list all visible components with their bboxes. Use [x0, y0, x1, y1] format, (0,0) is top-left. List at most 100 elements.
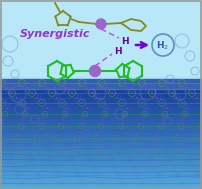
Circle shape	[191, 92, 193, 94]
Circle shape	[21, 82, 23, 84]
Circle shape	[61, 182, 63, 184]
Circle shape	[196, 97, 198, 99]
Circle shape	[11, 92, 13, 94]
Circle shape	[161, 182, 163, 184]
Circle shape	[162, 119, 164, 121]
Circle shape	[46, 87, 48, 89]
Text: H$_2$: H$_2$	[157, 39, 169, 52]
Bar	[0, 78, 202, 81]
Circle shape	[121, 182, 123, 184]
Circle shape	[186, 107, 188, 109]
Circle shape	[58, 151, 60, 153]
Bar	[0, 90, 202, 92]
Bar	[0, 127, 202, 130]
Circle shape	[176, 137, 178, 139]
Circle shape	[96, 137, 98, 139]
Circle shape	[178, 151, 180, 153]
Bar	[0, 149, 202, 152]
Circle shape	[118, 131, 120, 133]
Circle shape	[66, 107, 68, 109]
Bar	[0, 107, 202, 110]
Circle shape	[18, 131, 20, 133]
Circle shape	[91, 92, 93, 94]
Bar	[0, 92, 202, 94]
Circle shape	[167, 144, 169, 146]
Circle shape	[116, 137, 118, 139]
Bar	[0, 114, 202, 116]
Circle shape	[182, 119, 184, 121]
Circle shape	[58, 131, 60, 133]
Circle shape	[41, 82, 43, 84]
Circle shape	[186, 87, 188, 89]
Circle shape	[197, 174, 199, 176]
Circle shape	[171, 92, 173, 94]
Circle shape	[77, 174, 79, 176]
Circle shape	[113, 166, 115, 168]
Circle shape	[0, 125, 2, 127]
Circle shape	[118, 151, 120, 153]
Circle shape	[181, 82, 183, 84]
Circle shape	[38, 151, 40, 153]
Circle shape	[156, 137, 158, 139]
Bar	[0, 133, 202, 136]
Circle shape	[82, 119, 84, 121]
Circle shape	[147, 144, 149, 146]
Bar	[0, 164, 202, 167]
Circle shape	[86, 107, 88, 109]
Circle shape	[107, 144, 109, 146]
Bar	[0, 158, 202, 160]
Circle shape	[42, 119, 44, 121]
Bar	[0, 186, 202, 189]
Circle shape	[89, 66, 101, 77]
Bar	[0, 153, 202, 156]
Circle shape	[161, 102, 163, 104]
Circle shape	[198, 151, 200, 153]
Circle shape	[158, 151, 160, 153]
Bar	[0, 136, 202, 138]
Bar	[0, 85, 202, 88]
Circle shape	[166, 107, 168, 109]
Circle shape	[73, 166, 75, 168]
Bar	[0, 184, 202, 187]
Circle shape	[111, 92, 113, 94]
Circle shape	[1, 102, 3, 104]
Circle shape	[13, 166, 15, 168]
Bar	[0, 142, 202, 145]
Circle shape	[93, 166, 95, 168]
Circle shape	[69, 158, 71, 160]
Circle shape	[144, 113, 146, 115]
Circle shape	[87, 144, 89, 146]
Text: Synergistic: Synergistic	[20, 29, 90, 39]
Circle shape	[36, 137, 38, 139]
Circle shape	[81, 182, 83, 184]
Circle shape	[1, 82, 3, 84]
Circle shape	[141, 182, 143, 184]
Circle shape	[27, 144, 29, 146]
Bar	[0, 81, 202, 83]
Circle shape	[96, 19, 106, 29]
Circle shape	[38, 131, 40, 133]
Bar	[0, 151, 202, 154]
Circle shape	[158, 131, 160, 133]
Circle shape	[98, 151, 100, 153]
Circle shape	[121, 82, 123, 84]
Circle shape	[181, 182, 183, 184]
Circle shape	[67, 144, 69, 146]
Circle shape	[184, 113, 186, 115]
Circle shape	[109, 158, 111, 160]
Circle shape	[100, 125, 102, 127]
Circle shape	[129, 158, 131, 160]
Bar	[0, 180, 202, 182]
Circle shape	[124, 113, 126, 115]
Circle shape	[61, 102, 63, 104]
Circle shape	[140, 125, 142, 127]
Circle shape	[84, 113, 86, 115]
Circle shape	[1, 182, 3, 184]
Bar	[0, 138, 202, 141]
Bar	[0, 175, 202, 178]
Bar	[0, 147, 202, 149]
Circle shape	[47, 144, 49, 146]
Circle shape	[41, 102, 43, 104]
Circle shape	[126, 87, 128, 89]
Circle shape	[198, 131, 200, 133]
